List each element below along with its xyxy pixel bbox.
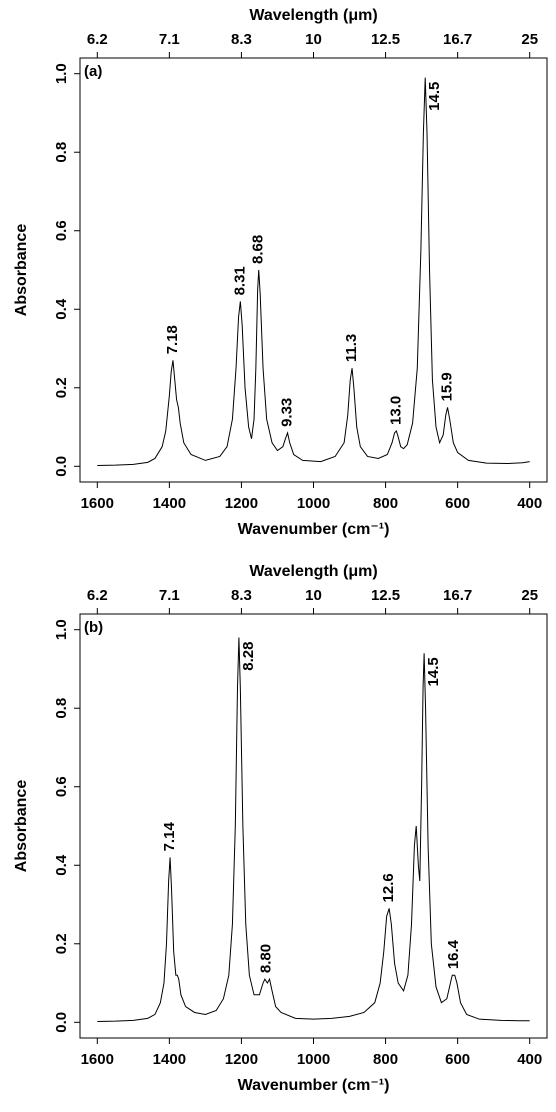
- peak-label: 7.18: [164, 325, 181, 354]
- x2-tick-label: 10: [305, 587, 322, 604]
- plot-frame: [79, 613, 548, 1039]
- x-tick-label: 800: [373, 495, 398, 512]
- panel-label: (a): [84, 63, 102, 80]
- y-tick-label: 1.0: [53, 63, 70, 84]
- x2-tick-label: 7.1: [159, 31, 180, 48]
- peak-label: 8.31: [231, 266, 248, 295]
- x-tick-label: 400: [517, 1051, 542, 1068]
- x-tick-label: 1600: [81, 495, 114, 512]
- x-tick-label: 400: [517, 495, 542, 512]
- y-tick-label: 1.0: [53, 619, 70, 640]
- x-tick-label: 800: [373, 1051, 398, 1068]
- peak-label: 14.5: [425, 657, 442, 686]
- y-tick-label: 0.8: [53, 142, 70, 163]
- x-axis-title: Wavenumber (cm⁻¹): [238, 1077, 390, 1094]
- x-tick-label: 1600: [81, 1051, 114, 1068]
- x2-tick-label: 8.3: [231, 31, 252, 48]
- x2-tick-label: 6.2: [87, 587, 108, 604]
- x2-tick-label: 25: [521, 31, 538, 48]
- peak-label: 11.3: [343, 334, 360, 362]
- y-tick-label: 0.6: [53, 220, 70, 241]
- peak-label: 14.5: [426, 82, 443, 111]
- x2-tick-label: 6.2: [87, 31, 108, 48]
- peak-label: 8.80: [258, 944, 275, 973]
- y-tick-label: 0.6: [53, 776, 70, 797]
- x2-tick-label: 25: [521, 587, 538, 604]
- x-tick-label: 1400: [153, 495, 186, 512]
- peak-label: 15.9: [439, 372, 456, 401]
- x2-tick-label: 16.7: [443, 31, 472, 48]
- y-tick-label: 0.4: [53, 298, 70, 320]
- x2-axis-title: Wavelength (μm): [249, 563, 377, 580]
- y-tick-label: 0.8: [53, 698, 70, 719]
- x-tick-label: 600: [445, 1051, 470, 1068]
- peak-label: 8.68: [250, 235, 267, 264]
- peak-label: 9.33: [279, 398, 296, 427]
- plot-frame: [79, 57, 548, 483]
- peak-label: 13.0: [387, 396, 404, 425]
- peak-label: 7.14: [161, 822, 178, 852]
- x2-tick-label: 7.1: [159, 587, 180, 604]
- y-axis-title: Absorbance: [13, 224, 30, 317]
- spectrum-line: [97, 77, 530, 467]
- x-tick-label: 1200: [225, 495, 258, 512]
- x-axis-title: Wavenumber (cm⁻¹): [238, 521, 390, 538]
- y-tick-label: 0.0: [53, 456, 70, 477]
- y-tick-label: 0.2: [53, 933, 70, 954]
- x-tick-label: 600: [445, 495, 470, 512]
- x2-tick-label: 12.5: [371, 587, 400, 604]
- panel-label: (b): [84, 619, 103, 636]
- x-tick-label: 1400: [153, 1051, 186, 1068]
- peak-label: 8.28: [240, 642, 257, 671]
- x2-axis-title: Wavelength (μm): [249, 7, 377, 24]
- spectrum-line: [97, 637, 530, 1023]
- x-tick-label: 1200: [225, 1051, 258, 1068]
- y-tick-label: 0.2: [53, 377, 70, 398]
- x-tick-label: 1000: [297, 1051, 330, 1068]
- peak-label: 12.6: [380, 873, 397, 902]
- x2-tick-label: 10: [305, 31, 322, 48]
- y-tick-label: 0.0: [53, 1012, 70, 1033]
- y-axis-title: Absorbance: [13, 780, 30, 873]
- y-tick-label: 0.4: [53, 854, 70, 876]
- x2-tick-label: 16.7: [443, 587, 472, 604]
- x2-tick-label: 12.5: [371, 31, 400, 48]
- x2-tick-label: 8.3: [231, 587, 252, 604]
- x-tick-label: 1000: [297, 495, 330, 512]
- peak-label: 16.4: [445, 939, 462, 969]
